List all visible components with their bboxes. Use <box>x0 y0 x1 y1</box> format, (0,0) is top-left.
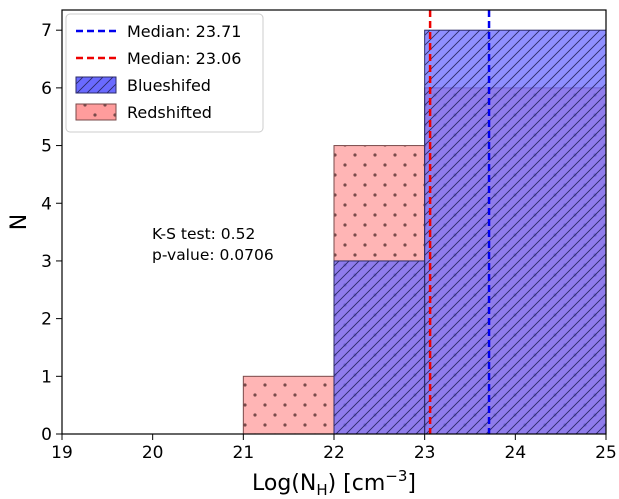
x-tick-label-19: 19 <box>51 443 73 463</box>
legend-median-blue-label: Median: 23.71 <box>127 22 241 41</box>
median-lines <box>428 10 491 434</box>
y-tick-label-4: 4 <box>41 194 52 214</box>
y-axis-ticks: 0 1 2 3 4 5 6 7 <box>41 21 62 445</box>
x-tick-label-20: 20 <box>142 443 164 463</box>
x-tick-label-24: 24 <box>505 443 527 463</box>
blueshifed-bar-0-hatch <box>333 260 426 435</box>
redshifted-bar-0-hatch <box>242 375 335 435</box>
x-tick-label-23: 23 <box>414 443 436 463</box>
legend-median-red-label: Median: 23.06 <box>127 49 241 68</box>
ks-test-annotation: K-S test: 0.52 <box>152 225 255 243</box>
y-tick-label-2: 2 <box>41 310 52 330</box>
x-axis-ticks: 19 20 21 22 23 24 25 <box>51 434 617 463</box>
legend-blueshifted-label: Blueshifed <box>127 76 211 95</box>
legend-box <box>65 13 264 133</box>
p-value-annotation: p-value: 0.0706 <box>152 246 274 264</box>
legend-redshifted-label: Redshifted <box>127 103 212 122</box>
blueshifted-bars <box>333 29 607 435</box>
x-tick-label-25: 25 <box>595 443 617 463</box>
blueshifed-bar-1-hatch <box>424 29 607 435</box>
x-axis-label: Log(NH) [cm−3] <box>252 467 416 499</box>
legend-redshifted-hatch <box>76 104 116 120</box>
x-tick-label-22: 22 <box>323 443 345 463</box>
y-tick-label-5: 5 <box>41 137 52 157</box>
y-axis-label: N <box>7 214 32 230</box>
legend: Median: 23.71 Median: 23.06 Blueshifed R… <box>65 13 264 133</box>
y-tick-label-0: 0 <box>41 425 52 445</box>
y-tick-label-7: 7 <box>41 21 52 41</box>
legend-blueshifted-hatch <box>76 77 116 93</box>
y-tick-label-3: 3 <box>41 252 52 272</box>
x-tick-label-21: 21 <box>233 443 255 463</box>
y-tick-label-1: 1 <box>41 367 52 387</box>
y-tick-label-6: 6 <box>41 79 52 99</box>
